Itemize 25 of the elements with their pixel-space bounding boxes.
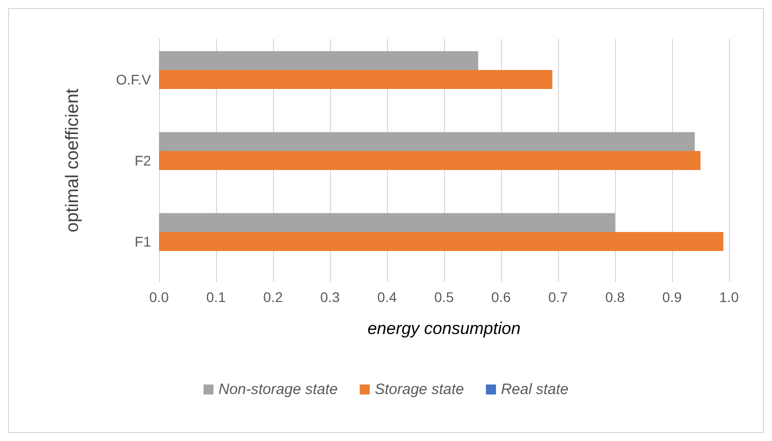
y-tick-label: F1 xyxy=(134,234,152,250)
legend-label: Real state xyxy=(500,381,569,398)
legend-label: Storage state xyxy=(374,381,464,398)
legend-label: Non-storage state xyxy=(218,381,338,398)
bar xyxy=(159,70,552,89)
x-axis-title: energy consumption xyxy=(367,319,521,338)
x-tick-label: 0.1 xyxy=(206,289,226,305)
x-tick-label: 0.4 xyxy=(377,289,397,305)
x-tick-label: 0.0 xyxy=(149,289,169,305)
bar xyxy=(159,51,478,70)
x-tick-label: 0.5 xyxy=(434,289,454,305)
x-tick-label: 0.9 xyxy=(662,289,682,305)
bar xyxy=(159,151,700,170)
x-tick-label: 1.0 xyxy=(719,289,739,305)
x-tick-label: 0.6 xyxy=(491,289,511,305)
x-tick-label: 0.3 xyxy=(320,289,340,305)
bar xyxy=(159,232,724,251)
x-tick-label: 0.7 xyxy=(548,289,568,305)
y-tick-label: F2 xyxy=(134,152,152,168)
x-tick-label: 0.8 xyxy=(605,289,625,305)
x-tick-label: 0.2 xyxy=(263,289,283,305)
y-tick-label: O.F.V xyxy=(116,72,152,88)
y-axis-title: optimal coefficient xyxy=(62,88,82,232)
bar xyxy=(159,213,615,232)
bar xyxy=(159,132,695,152)
